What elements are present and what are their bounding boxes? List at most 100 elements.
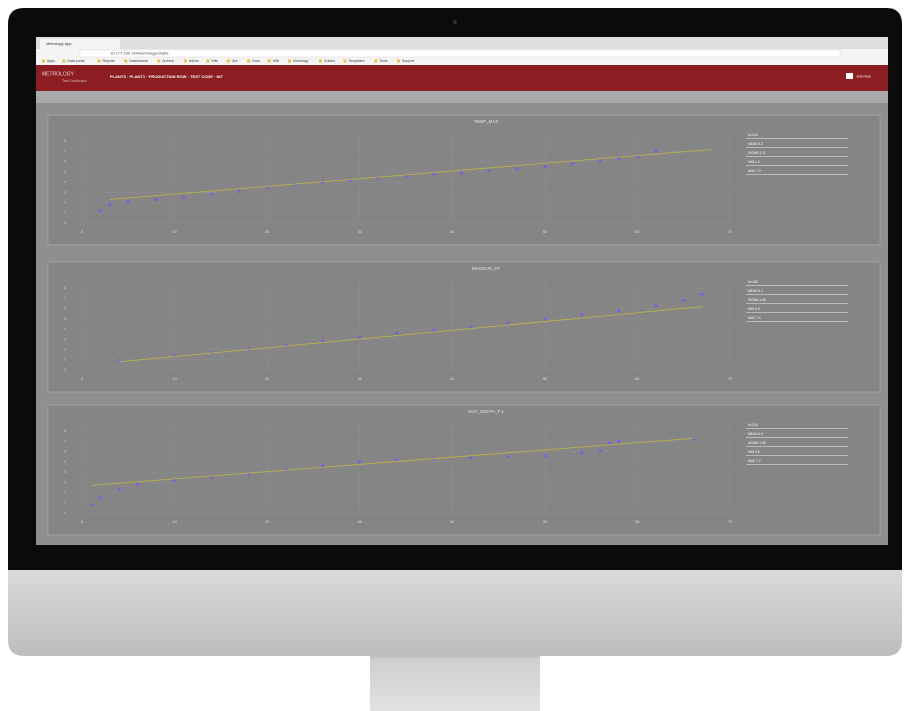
legend-entry: MIN 1.2: [748, 160, 760, 164]
x-tick-label: 0: [81, 230, 83, 234]
bookmark[interactable]: Apps: [47, 59, 55, 63]
bookmark-icon: [343, 59, 347, 63]
legend-entry: MIN 0.9: [748, 307, 760, 311]
bookmark-icon: [124, 59, 128, 63]
point: [154, 197, 158, 202]
x-tick-label: 60: [635, 520, 639, 524]
point: [432, 328, 436, 332]
point: [580, 451, 584, 455]
y-tick-label: 1: [64, 358, 66, 362]
address-bar[interactable]: [79, 49, 841, 58]
tab-bar: [36, 37, 888, 49]
bookmark[interactable]: Tools: [379, 59, 387, 63]
bookmark-icon: [42, 59, 45, 63]
point: [98, 496, 103, 500]
bookmark[interactable]: Dashboards: [129, 59, 148, 63]
bookmark[interactable]: Wiki: [273, 59, 280, 63]
bookmark[interactable]: Admin: [189, 59, 199, 63]
y-tick-label: 0: [64, 368, 66, 372]
toolbar-strip: [36, 91, 888, 103]
y-tick-label: 4: [64, 327, 66, 331]
y-tick-label: 4: [64, 470, 66, 474]
bookmark[interactable]: Guides: [324, 59, 335, 63]
legend-entry: SIGMA 1.21: [748, 151, 766, 155]
y-tick-label: 1: [64, 501, 66, 505]
legend-entry: N=240: [748, 133, 758, 137]
brand-subtitle: Test Dashboard: [62, 79, 87, 83]
bookmark[interactable]: Wiki: [211, 59, 218, 63]
bookmark-icon: [206, 59, 210, 63]
legend-entry: N=210: [748, 423, 758, 427]
y-tick-label: 0: [64, 221, 66, 225]
x-tick-label: 50: [543, 230, 547, 234]
bookmark[interactable]: Support: [402, 59, 414, 63]
x-tick-label: 40: [450, 377, 454, 381]
x-tick-label: 40: [450, 520, 454, 524]
bookmark[interactable]: Archive: [162, 59, 174, 63]
y-tick-label: 7: [64, 296, 66, 300]
panel-border: [47, 404, 881, 536]
chart-title: TEMP_MAX: [474, 119, 499, 124]
point: [654, 149, 658, 154]
bookmark-icon: [247, 59, 251, 63]
bookmarks: Apps Data portal Reports Dashboards Archive A…: [42, 59, 414, 63]
point: [654, 304, 658, 308]
user[interactable]: John Doe: [856, 74, 871, 78]
user-icon: [846, 73, 853, 79]
x-tick-label: 60: [635, 377, 639, 381]
legend-entry: MEAN 4.3: [748, 142, 763, 146]
x-tick-label: 20: [265, 230, 269, 234]
bookmark-icon: [97, 59, 101, 63]
chart-panel: [48, 262, 880, 392]
monitor-chin: [8, 565, 902, 656]
legend-entry: MAX 7.4: [748, 316, 761, 320]
x-tick-label: 10: [172, 377, 176, 381]
bookmark-icon: [62, 59, 66, 63]
point: [108, 203, 112, 207]
bookmark[interactable]: Docs: [252, 59, 260, 63]
y-tick-label: 6: [64, 160, 66, 164]
point: [682, 298, 686, 303]
bookmark-icon: [183, 59, 187, 63]
point: [210, 192, 214, 196]
bookmark-icon: [318, 59, 322, 63]
point: [487, 169, 491, 173]
legend-entry: MAX 7.2: [748, 459, 761, 463]
bookmark[interactable]: Data portal: [67, 59, 84, 63]
x-tick-label: 60: [635, 230, 639, 234]
bookmark[interactable]: Templates: [349, 59, 365, 63]
panel-border: [47, 114, 881, 246]
legend-entry: MIN 0.8: [748, 450, 760, 454]
point: [182, 195, 186, 200]
point: [237, 189, 241, 193]
x-tick-label: 30: [358, 230, 362, 234]
y-tick-label: 0: [64, 511, 66, 515]
x-tick-label: 10: [172, 520, 176, 524]
y-tick-label: 8: [64, 139, 66, 143]
tab[interactable]: [40, 39, 120, 49]
y-tick-label: 8: [64, 286, 66, 290]
y-tick-label: 6: [64, 450, 66, 454]
x-tick-label: 20: [265, 377, 269, 381]
address: 10.177.100.144/metrology/charts: [110, 51, 168, 56]
y-tick-label: 2: [64, 200, 66, 204]
y-tick-label: 2: [64, 490, 66, 494]
bookmark[interactable]: Jira: [232, 59, 238, 63]
chart-title: MAGNUS_ST: [472, 266, 500, 271]
legend-entry: MEAN 4.9: [748, 432, 763, 436]
point: [617, 309, 621, 313]
x-tick-label: 30: [358, 377, 362, 381]
point: [98, 209, 103, 213]
point: [459, 171, 464, 175]
x-tick-label: 40: [450, 230, 454, 234]
breadcrumb[interactable]: PLANTS · PLANT1 · PRODUCTION ROW · TEST …: [110, 74, 223, 79]
y-tick-label: 8: [64, 429, 66, 433]
point: [506, 321, 510, 325]
point: [515, 167, 519, 171]
x-tick-label: 70: [728, 230, 732, 234]
bookmark[interactable]: Metrology: [293, 59, 309, 63]
bookmark-icon: [267, 59, 271, 63]
bookmark[interactable]: Reports: [103, 59, 116, 63]
